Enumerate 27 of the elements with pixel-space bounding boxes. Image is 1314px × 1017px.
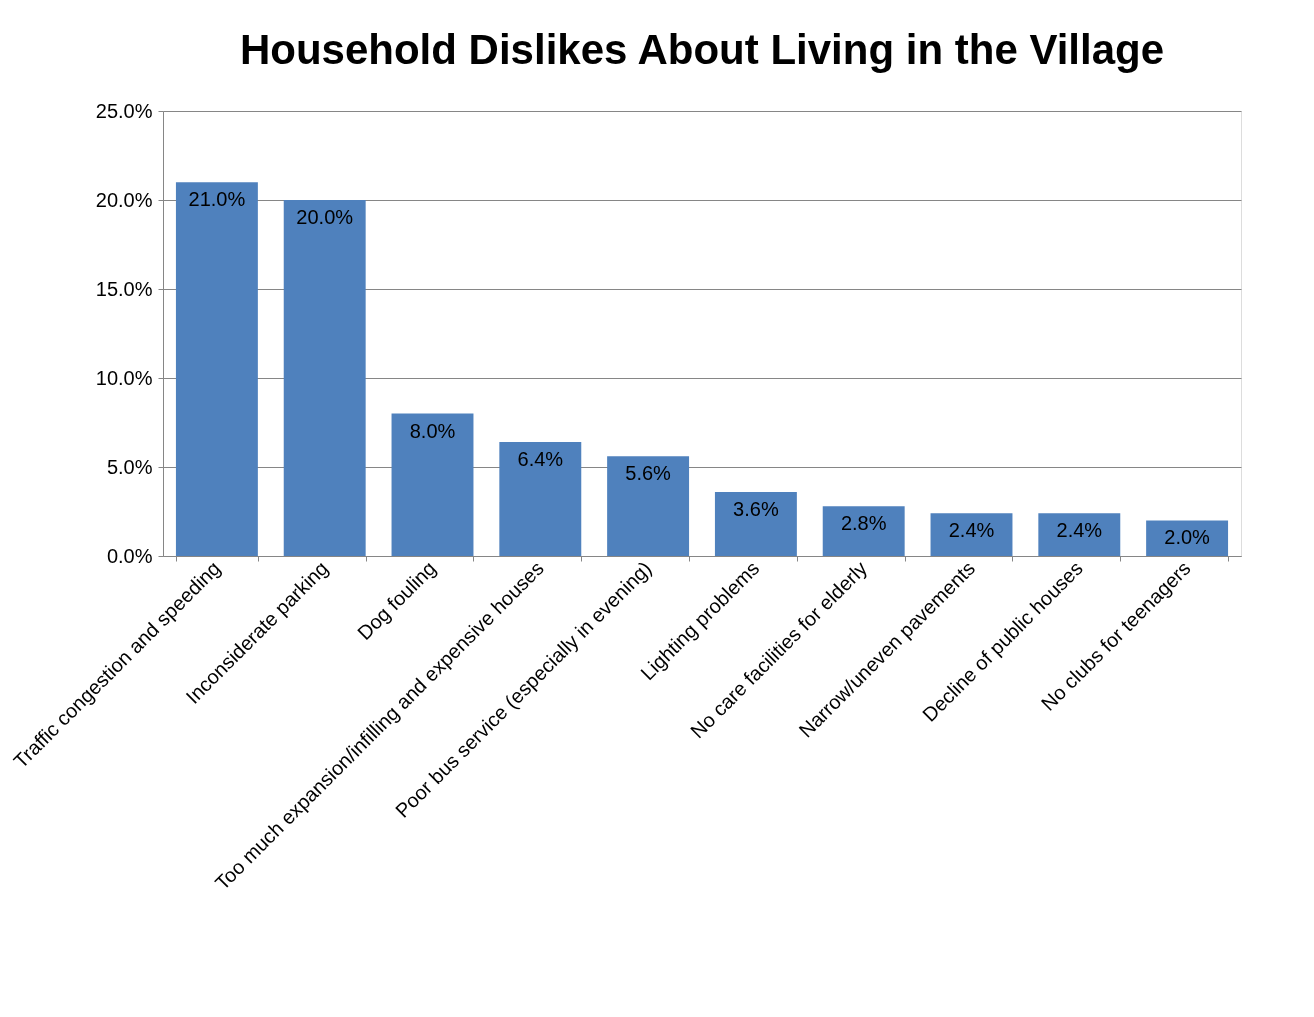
data-label: 2.0% (1164, 526, 1211, 549)
data-label: 5.6% (625, 462, 672, 485)
y-tick-label: 10.0% (95, 366, 153, 389)
data-label: 20.0% (296, 206, 354, 228)
y-tick-label: 0.0% (106, 544, 153, 567)
bar (283, 200, 366, 556)
data-label: 21.0% (188, 188, 246, 211)
data-label: 8.0% (409, 419, 456, 442)
data-label: 2.4% (948, 519, 995, 542)
bar (930, 513, 1013, 556)
bar (175, 182, 258, 556)
bar (1146, 520, 1229, 556)
data-label: 6.4% (517, 448, 564, 471)
bar (391, 413, 474, 556)
bar (607, 456, 690, 556)
bar (714, 491, 797, 556)
y-tick-label: 15.0% (95, 277, 153, 300)
y-tick-label: 25.0% (95, 99, 153, 122)
data-label: 3.6% (733, 497, 779, 520)
bar (1038, 513, 1121, 556)
data-label: 2.8% (840, 512, 887, 535)
y-tick-label: 5.0% (106, 455, 153, 478)
data-label: 2.4% (1056, 519, 1103, 542)
y-tick-label: 20.0% (95, 188, 153, 211)
chart-title: Household Dislikes About Living in the Village (239, 26, 1165, 73)
bar (822, 506, 905, 556)
bar (499, 442, 582, 556)
